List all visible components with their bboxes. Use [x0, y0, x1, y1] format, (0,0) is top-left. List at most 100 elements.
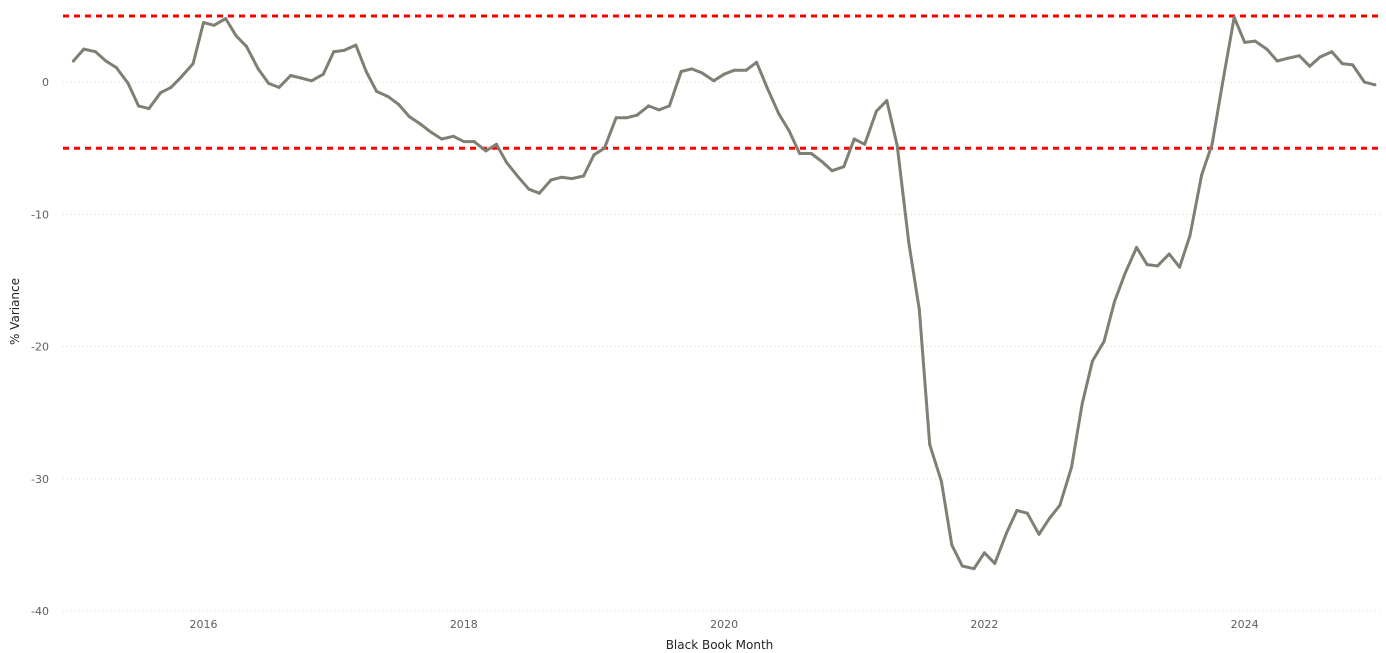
data-point — [277, 85, 281, 89]
data-point — [1221, 81, 1224, 85]
y-tick-label: -20 — [31, 341, 49, 354]
data-point — [798, 152, 802, 155]
data-point — [159, 91, 163, 95]
data-point — [1373, 83, 1377, 87]
data-point — [700, 71, 704, 75]
data-point — [1102, 339, 1106, 343]
series-layer — [71, 15, 1377, 571]
data-point — [1058, 503, 1062, 507]
data-point — [559, 175, 563, 179]
data-point — [537, 191, 541, 195]
data-point — [267, 81, 271, 85]
y-tick-label: -30 — [31, 473, 49, 486]
data-point — [614, 116, 618, 120]
data-point — [299, 76, 303, 80]
series-line — [71, 15, 1377, 571]
data-point — [939, 479, 943, 483]
data-point — [1243, 40, 1247, 44]
data-point — [147, 107, 151, 111]
data-point — [527, 187, 531, 191]
data-point — [451, 134, 455, 138]
data-point — [830, 169, 834, 173]
data-point — [310, 79, 314, 83]
data-point — [1156, 264, 1159, 268]
data-point — [137, 104, 140, 108]
data-point — [71, 59, 75, 63]
data-point — [342, 48, 346, 52]
data-point — [179, 75, 183, 79]
data-point — [647, 104, 651, 108]
data-point — [1362, 80, 1366, 84]
data-point — [1037, 532, 1041, 536]
data-point — [1275, 59, 1279, 63]
data-point — [950, 543, 954, 547]
data-point — [212, 23, 216, 27]
data-point — [1286, 56, 1290, 60]
data-point — [1135, 245, 1139, 249]
data-point — [972, 567, 976, 571]
data-point — [517, 175, 520, 179]
data-point — [1188, 234, 1192, 237]
data-point — [820, 159, 824, 163]
y-tick-label: 0 — [42, 76, 49, 89]
data-point — [1167, 252, 1171, 256]
data-point — [1025, 511, 1029, 515]
y-axis-title: % Variance — [8, 278, 22, 345]
data-point — [494, 142, 498, 146]
data-point — [321, 72, 325, 76]
data-point — [625, 116, 628, 120]
data-point — [104, 59, 108, 63]
data-point — [1330, 50, 1334, 54]
data-point — [733, 68, 736, 72]
x-axis-title: Black Book Month — [666, 638, 774, 652]
data-point — [570, 177, 574, 181]
data-point — [863, 142, 867, 146]
data-point — [874, 109, 878, 113]
data-point — [191, 62, 195, 66]
data-point — [386, 95, 390, 99]
data-point — [1318, 55, 1322, 59]
data-point — [787, 129, 791, 133]
reference-lines — [63, 14, 1380, 150]
data-point — [549, 178, 553, 182]
data-point — [126, 81, 130, 85]
data-point — [375, 89, 379, 93]
y-tick-label: -10 — [31, 208, 49, 221]
gridlines — [63, 81, 1380, 612]
data-point — [1123, 272, 1127, 276]
data-point — [1113, 300, 1116, 304]
x-tick-label: 2022 — [970, 618, 998, 631]
data-point — [635, 113, 639, 117]
data-point — [777, 112, 781, 116]
data-point — [1015, 509, 1019, 512]
data-point — [1090, 359, 1094, 363]
data-point — [928, 442, 932, 446]
data-point — [407, 115, 411, 118]
data-point — [1200, 173, 1204, 177]
data-point — [667, 104, 671, 108]
x-axis-ticks: 2016 2018 2020 2022 2024 — [190, 618, 1259, 631]
data-point — [1145, 263, 1149, 267]
data-point — [722, 72, 726, 76]
data-point — [1080, 403, 1084, 407]
data-point — [917, 308, 921, 311]
data-point — [256, 67, 260, 71]
data-point — [397, 103, 401, 107]
data-point — [332, 50, 336, 54]
data-point — [582, 174, 586, 178]
data-point — [1340, 62, 1344, 66]
data-point — [472, 140, 476, 144]
data-point — [1210, 142, 1214, 146]
data-point — [505, 161, 509, 165]
data-point — [712, 79, 716, 83]
data-point — [993, 561, 997, 565]
data-point — [842, 165, 846, 169]
data-point — [885, 99, 889, 103]
data-point — [169, 85, 173, 89]
data-point — [484, 149, 488, 153]
data-point — [765, 85, 769, 89]
data-point — [744, 68, 748, 72]
data-point — [809, 152, 813, 155]
data-point — [1047, 516, 1051, 520]
data-point — [224, 17, 228, 21]
